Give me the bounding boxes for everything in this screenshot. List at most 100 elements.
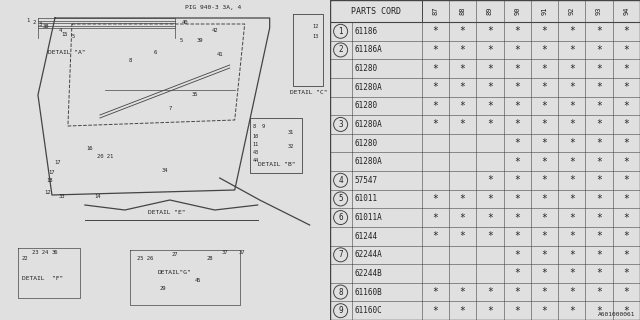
Text: 17: 17 <box>49 170 55 174</box>
Text: 15: 15 <box>61 31 68 36</box>
Text: *: * <box>460 119 465 129</box>
Text: *: * <box>623 250 629 260</box>
Text: 28: 28 <box>207 255 213 260</box>
Text: 9: 9 <box>339 306 343 315</box>
Text: *: * <box>596 119 602 129</box>
Text: *: * <box>541 250 547 260</box>
Text: 41: 41 <box>216 52 223 58</box>
Text: 91: 91 <box>541 7 547 15</box>
Text: 2: 2 <box>33 20 36 25</box>
Text: 87: 87 <box>433 7 438 15</box>
Text: *: * <box>460 101 465 111</box>
Text: 61244: 61244 <box>355 232 378 241</box>
Text: 27: 27 <box>172 252 178 258</box>
Text: *: * <box>515 82 520 92</box>
Text: *: * <box>569 45 575 55</box>
Text: *: * <box>541 306 547 316</box>
Text: *: * <box>433 119 438 129</box>
Text: 42: 42 <box>211 28 218 33</box>
Text: *: * <box>433 26 438 36</box>
Text: *: * <box>623 157 629 167</box>
Text: *: * <box>487 82 493 92</box>
Text: DETAIL "A": DETAIL "A" <box>48 50 86 54</box>
Text: *: * <box>596 26 602 36</box>
Text: *: * <box>487 287 493 297</box>
Text: 61280: 61280 <box>355 64 378 73</box>
Text: *: * <box>596 268 602 278</box>
Text: *: * <box>541 231 547 241</box>
Text: *: * <box>515 194 520 204</box>
Text: *: * <box>515 250 520 260</box>
Text: *: * <box>569 212 575 223</box>
Text: *: * <box>596 45 602 55</box>
Text: *: * <box>569 26 575 36</box>
Text: *: * <box>569 119 575 129</box>
Text: 90: 90 <box>514 7 520 15</box>
Text: 61160B: 61160B <box>355 288 382 297</box>
Text: 44: 44 <box>253 157 259 163</box>
Text: *: * <box>623 287 629 297</box>
Text: 13: 13 <box>312 34 319 38</box>
Text: 62244A: 62244A <box>355 250 382 259</box>
Text: *: * <box>569 194 575 204</box>
Text: 61280: 61280 <box>355 139 378 148</box>
Text: *: * <box>596 157 602 167</box>
Text: 8: 8 <box>128 58 131 62</box>
Text: *: * <box>515 175 520 185</box>
Text: *: * <box>433 101 438 111</box>
Text: 40: 40 <box>182 20 188 25</box>
Text: *: * <box>433 194 438 204</box>
Text: *: * <box>487 64 493 74</box>
Text: *: * <box>623 231 629 241</box>
Text: *: * <box>541 45 547 55</box>
Text: *: * <box>623 175 629 185</box>
Text: 3: 3 <box>38 21 42 27</box>
Text: 12: 12 <box>312 23 319 28</box>
Text: *: * <box>569 157 575 167</box>
Text: *: * <box>596 82 602 92</box>
Text: *: * <box>596 231 602 241</box>
Text: 18: 18 <box>47 178 53 182</box>
Text: *: * <box>569 250 575 260</box>
Text: 8: 8 <box>339 288 343 297</box>
Text: 4: 4 <box>58 28 61 33</box>
Text: 34: 34 <box>161 167 168 172</box>
Text: A601000061: A601000061 <box>598 312 635 317</box>
Text: *: * <box>433 287 438 297</box>
Text: 62244B: 62244B <box>355 269 382 278</box>
Text: 2: 2 <box>339 45 343 54</box>
Text: *: * <box>487 175 493 185</box>
Text: 88: 88 <box>460 7 466 15</box>
Text: 9: 9 <box>262 124 265 129</box>
Text: 7: 7 <box>168 106 172 110</box>
Text: 37: 37 <box>239 250 245 254</box>
Text: 11: 11 <box>253 141 259 147</box>
Text: DETAIL"G": DETAIL"G" <box>158 269 191 275</box>
Text: *: * <box>515 231 520 241</box>
Text: *: * <box>569 287 575 297</box>
Text: 3: 3 <box>339 120 343 129</box>
Text: *: * <box>487 231 493 241</box>
Text: *: * <box>515 45 520 55</box>
Text: DETAIL "B": DETAIL "B" <box>258 163 295 167</box>
Text: *: * <box>433 64 438 74</box>
Text: *: * <box>541 212 547 223</box>
Text: 35: 35 <box>191 92 198 98</box>
Text: 37: 37 <box>221 250 228 254</box>
Text: 20 21: 20 21 <box>97 155 113 159</box>
Text: *: * <box>515 157 520 167</box>
Text: PIG 940-3 3A, 4: PIG 940-3 3A, 4 <box>185 4 241 10</box>
Text: 32: 32 <box>287 143 294 148</box>
Text: *: * <box>541 101 547 111</box>
Text: 31: 31 <box>287 130 294 134</box>
Text: 38: 38 <box>43 23 49 28</box>
Text: 61186: 61186 <box>355 27 378 36</box>
Text: 6: 6 <box>153 50 156 54</box>
Text: 61280A: 61280A <box>355 157 382 166</box>
Text: *: * <box>541 287 547 297</box>
Text: *: * <box>487 119 493 129</box>
Text: 1: 1 <box>26 18 29 22</box>
Text: *: * <box>541 64 547 74</box>
Text: *: * <box>541 157 547 167</box>
Text: 1: 1 <box>339 27 343 36</box>
